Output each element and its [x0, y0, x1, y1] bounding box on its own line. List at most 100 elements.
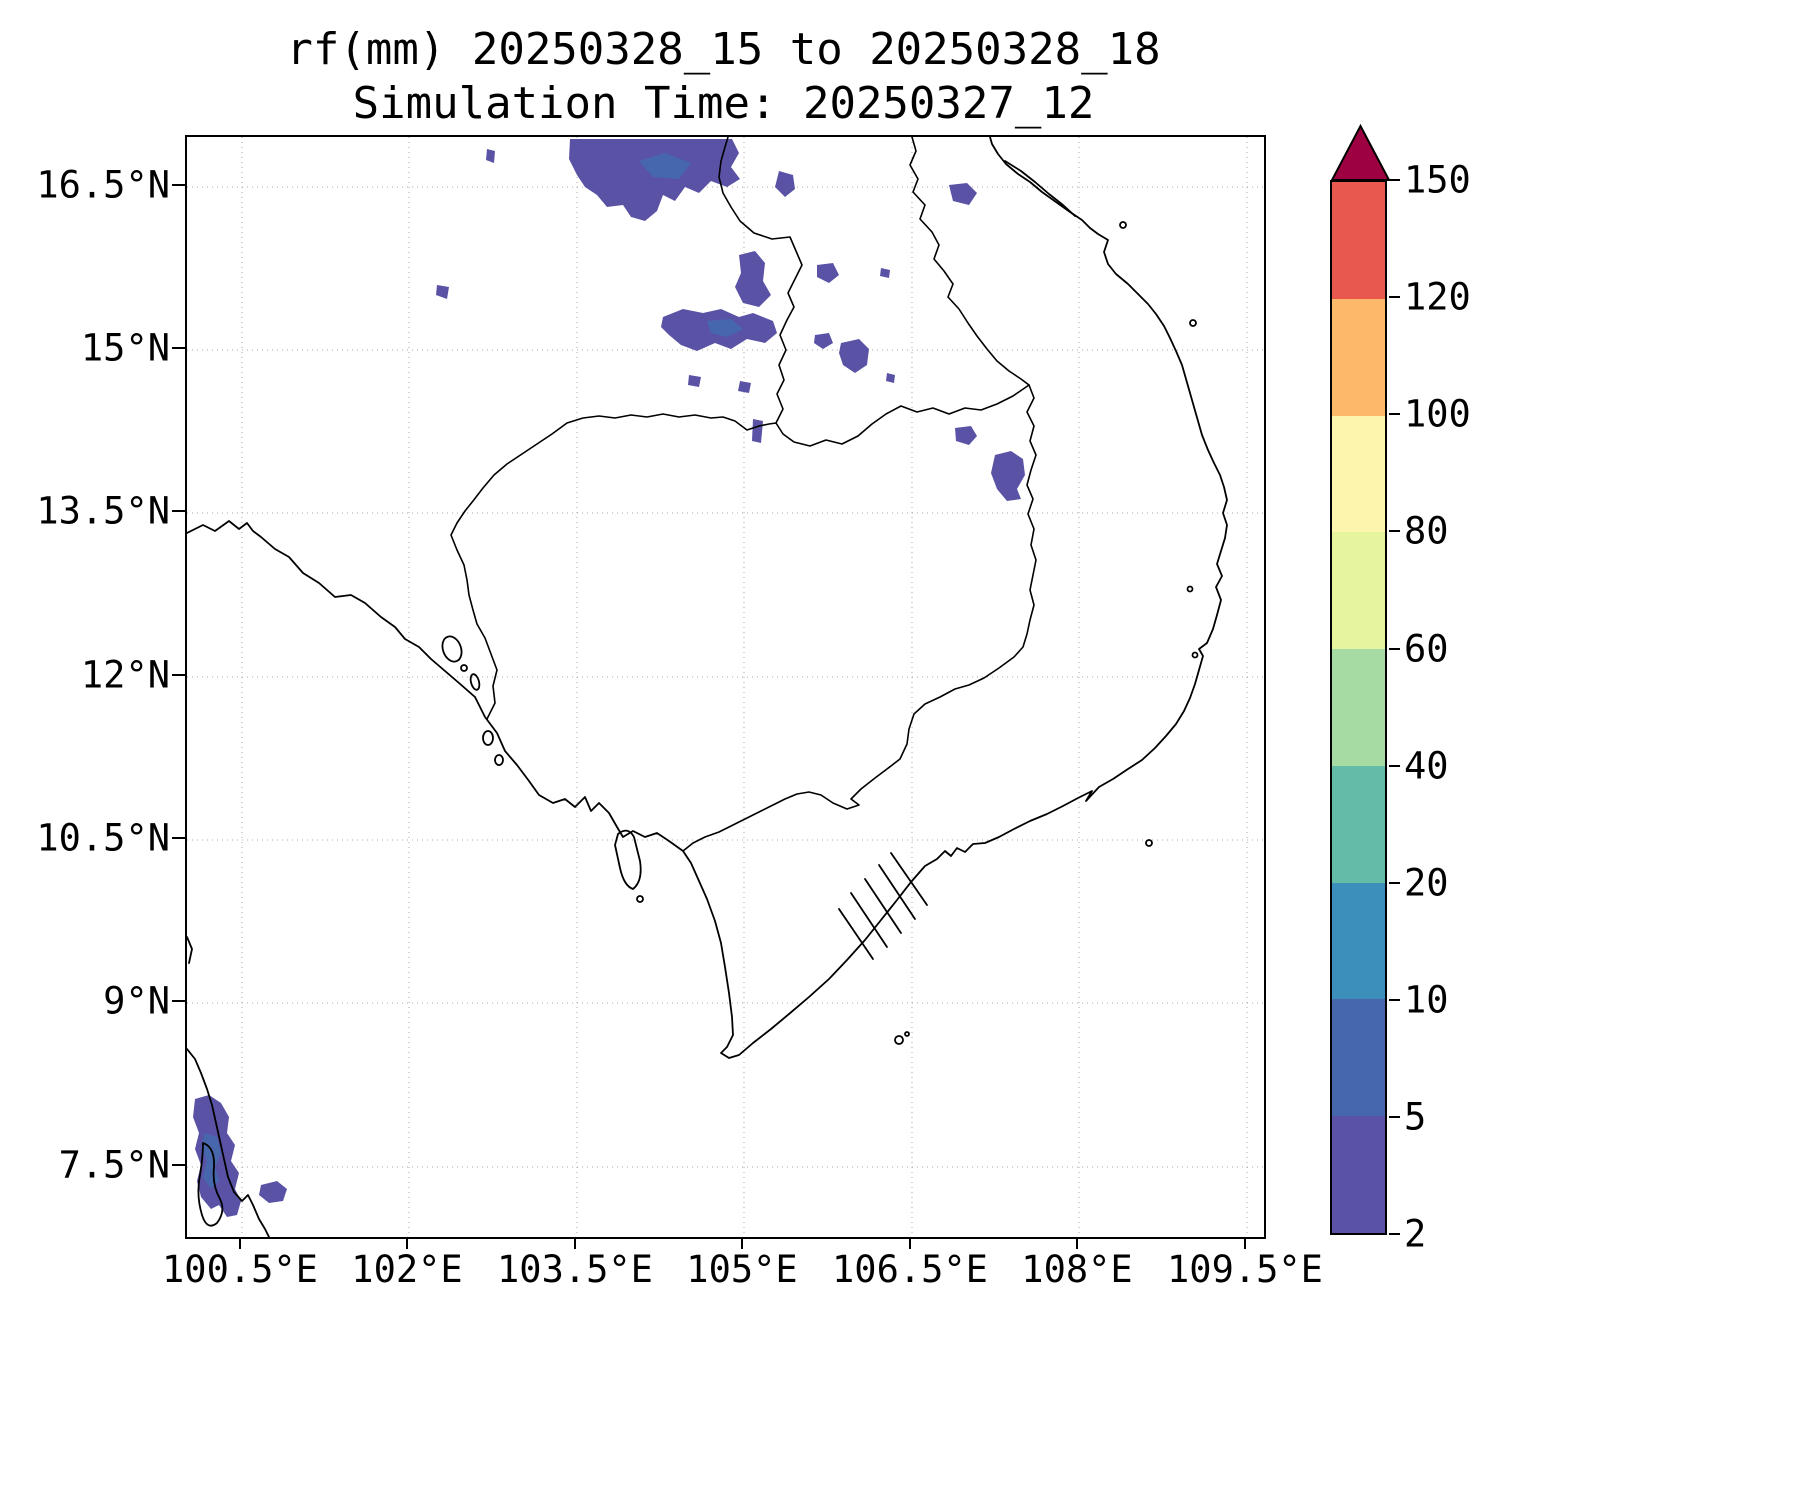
coastline-left-fragment — [187, 936, 193, 964]
coastlines — [187, 137, 1228, 1237]
coastline-peninsula — [187, 1048, 270, 1237]
plot-subtitle: Simulation Time: 20250327_12 — [352, 78, 1095, 129]
cbar-label-40: 40 — [1404, 744, 1449, 788]
cbar-tickmark — [1389, 999, 1400, 1001]
cbar-tickmark — [1389, 648, 1400, 650]
xtickmark — [1244, 1237, 1246, 1249]
rain-cell — [738, 381, 751, 393]
island — [1191, 651, 1199, 659]
cbar-label-5: 5 — [1404, 1095, 1427, 1139]
xtick-100-5e: 100.5°E — [162, 1248, 318, 1291]
cbar-label-20: 20 — [1404, 861, 1449, 905]
border-thailand-laos-mekong — [718, 137, 803, 424]
island — [469, 673, 481, 691]
rain-cell — [949, 183, 977, 205]
border-laos-vietnam-cambodia-vietnam — [682, 137, 1037, 852]
xtick-105e: 105°E — [686, 1248, 798, 1291]
cbar-label-10: 10 — [1404, 978, 1449, 1022]
colorbar-segment-120-150 — [1332, 182, 1385, 299]
rain-cell — [955, 426, 977, 445]
island-phu-quoc — [614, 829, 642, 890]
colorbar-segment-2-5 — [1332, 1116, 1385, 1234]
xtick-103-5e: 103.5°E — [497, 1248, 653, 1291]
ytickmark — [172, 184, 185, 186]
ytickmark — [172, 1000, 185, 1002]
island — [1119, 221, 1127, 229]
ytickmark — [172, 347, 185, 349]
rain-cell — [817, 263, 839, 283]
cbar-label-2: 2 — [1404, 1212, 1427, 1256]
islands — [441, 221, 1199, 1045]
cbar-label-150: 150 — [1404, 158, 1471, 202]
rain-cell — [752, 419, 763, 443]
island — [1189, 319, 1197, 327]
rain-patches-mid — [201, 153, 743, 1189]
island — [1186, 585, 1194, 593]
rain-cell — [569, 139, 740, 221]
xtick-106-5e: 106.5°E — [832, 1248, 988, 1291]
cbar-label-80: 80 — [1404, 509, 1449, 553]
ytickmark — [172, 510, 185, 512]
rain-cell — [775, 171, 795, 197]
map-plot-area — [185, 135, 1266, 1239]
colorbar-segment-20-40 — [1332, 765, 1385, 883]
xtick-102e: 102°E — [351, 1248, 463, 1291]
cbar-label-120: 120 — [1404, 275, 1471, 319]
coastline-songkhla-lake — [197, 1142, 224, 1227]
mekong-delta-channels — [838, 852, 928, 960]
colorbar-segment-10-20 — [1332, 882, 1385, 1000]
island — [460, 664, 468, 672]
xtickmark — [909, 1237, 911, 1249]
rain-cell — [880, 268, 890, 278]
rain-cell-mid — [707, 319, 743, 337]
cbar-label-100: 100 — [1404, 392, 1471, 436]
ytickmark — [172, 837, 185, 839]
plot-title: rf(mm) 20250328_15 to 20250328_18 — [286, 24, 1161, 75]
island — [482, 730, 494, 746]
coastline-mainland — [187, 137, 1228, 1059]
rain-cell-mid — [201, 1133, 221, 1189]
cbar-tickmark — [1389, 1233, 1400, 1235]
cbar-tickmark — [1389, 179, 1400, 181]
rain-patches-low — [193, 139, 1025, 1217]
ytick-7-5n: 7.5°N — [58, 1143, 170, 1187]
rain-cell — [486, 149, 495, 163]
colorbar-segment-40-60 — [1332, 649, 1385, 766]
xtickmark — [239, 1237, 241, 1249]
island-phu-quy — [1145, 839, 1153, 847]
xtick-108e: 108°E — [1021, 1248, 1133, 1291]
rain-cell — [991, 451, 1025, 501]
border-thailand-cambodia — [450, 413, 777, 720]
ytickmark — [172, 674, 185, 676]
colorbar-segment-60-80 — [1332, 532, 1385, 650]
xtickmark — [406, 1237, 408, 1249]
rain-cell — [839, 339, 869, 373]
rain-cell — [688, 375, 701, 387]
colorbar-segment-100-120 — [1332, 298, 1385, 416]
ytick-16-5n: 16.5°N — [36, 163, 170, 207]
rain-cell — [886, 373, 895, 383]
ytick-9n: 9°N — [103, 979, 170, 1023]
ytick-10-5n: 10.5°N — [36, 816, 170, 860]
rain-cell-mid — [639, 153, 691, 179]
cbar-tickmark — [1389, 882, 1400, 884]
ytickmark — [172, 1164, 185, 1166]
coastline-lagoon-hue — [1004, 160, 1076, 217]
rain-cell — [735, 251, 771, 307]
country-borders — [450, 137, 1037, 852]
colorbar-over-arrow — [1330, 124, 1391, 181]
ytick-15n: 15°N — [80, 326, 170, 370]
island — [636, 895, 644, 903]
xtickmark — [1076, 1237, 1078, 1249]
map-canvas — [187, 137, 1264, 1237]
ytick-13-5n: 13.5°N — [36, 489, 170, 533]
colorbar-segment-80-100 — [1332, 415, 1385, 533]
cbar-label-60: 60 — [1404, 627, 1449, 671]
xtick-109-5e: 109.5°E — [1167, 1248, 1323, 1291]
cbar-tickmark — [1389, 530, 1400, 532]
island-con-dao — [894, 1035, 904, 1045]
island — [494, 754, 504, 766]
colorbar — [1330, 180, 1387, 1235]
ytick-12n: 12°N — [80, 653, 170, 697]
rain-cell — [259, 1181, 287, 1203]
